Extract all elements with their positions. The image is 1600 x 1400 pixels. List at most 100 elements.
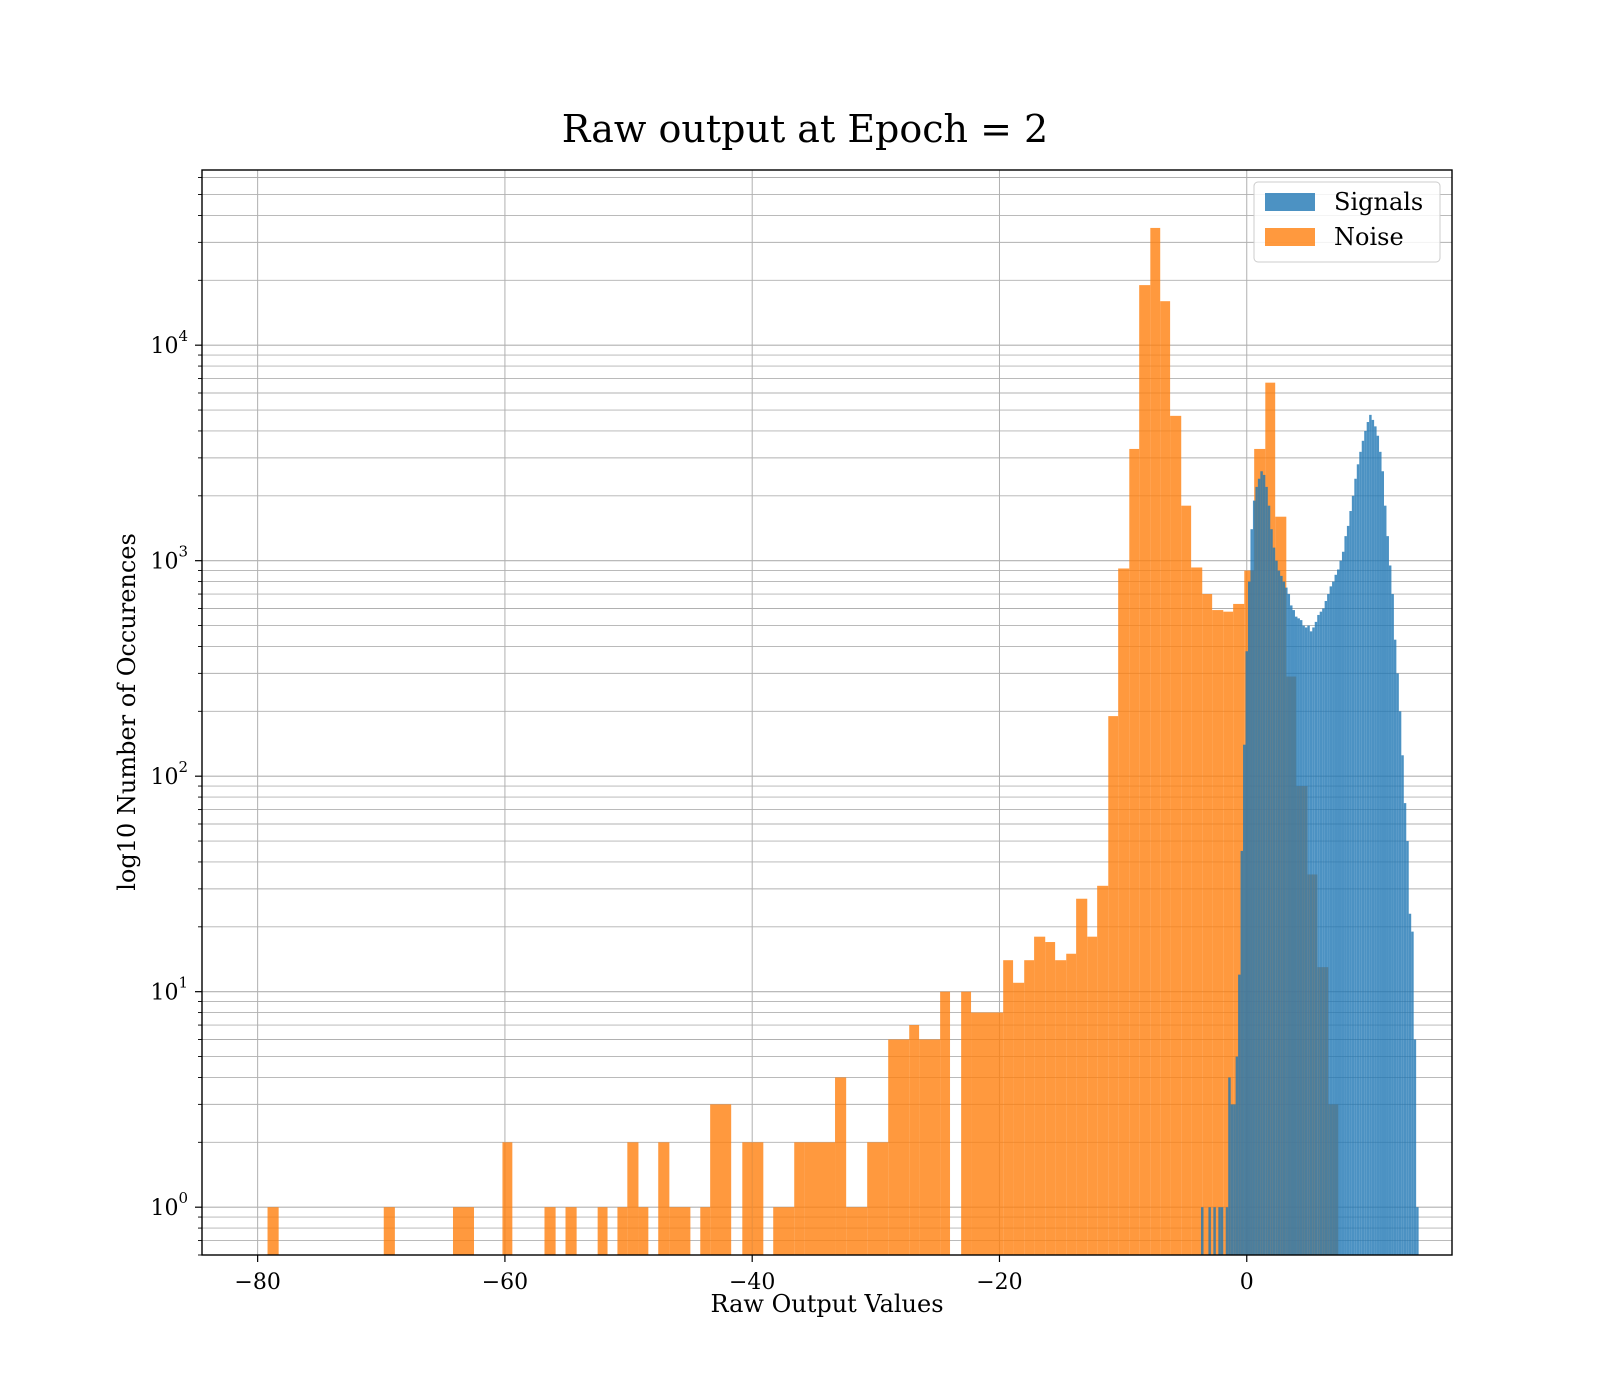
x-tick-label: −60 — [482, 1270, 528, 1295]
noise-bar — [1212, 610, 1224, 1255]
noise-bar — [1129, 448, 1140, 1256]
x-tick-label: −80 — [234, 1270, 280, 1295]
y-axis-ticks: 100 101 102 103 104 — [150, 177, 202, 1256]
noise-bar — [1233, 603, 1245, 1255]
signals-bar — [1369, 414, 1372, 1256]
noise-bar — [1003, 960, 1014, 1255]
noise-bar — [1024, 960, 1035, 1255]
signals-bar — [1201, 1207, 1204, 1255]
noise-bar — [502, 1142, 513, 1255]
noise-bar — [971, 1012, 1004, 1255]
signals-bar — [1324, 601, 1328, 1255]
signals-bar — [1245, 651, 1248, 1255]
signals-bar — [1270, 529, 1273, 1255]
signals-bar — [1416, 1207, 1419, 1255]
signals-bar — [1317, 614, 1320, 1255]
signals-bar — [1312, 627, 1315, 1255]
noise-bar — [627, 1142, 639, 1255]
signals-bar — [1302, 625, 1305, 1255]
signals-bar — [1401, 755, 1404, 1255]
signals-bar — [1322, 608, 1325, 1255]
signals-bar — [1257, 478, 1261, 1256]
legend-swatch-noise — [1265, 228, 1315, 246]
signals-bar — [1240, 850, 1244, 1255]
signals-bar — [1351, 495, 1355, 1256]
noise-bar — [669, 1207, 691, 1255]
noise-bar — [597, 1207, 608, 1255]
noise-bar — [1181, 505, 1192, 1255]
signals-bar — [1319, 611, 1323, 1255]
signals-bar — [1225, 1207, 1229, 1255]
y-tick-label: 102 — [150, 758, 188, 790]
y-tick-label: 101 — [150, 974, 188, 1006]
signals-bar — [1299, 620, 1303, 1255]
y-tick-label: 100 — [150, 1189, 188, 1221]
noise-bar — [700, 1207, 711, 1255]
signals-bar — [1287, 594, 1291, 1255]
noise-bar — [1034, 936, 1046, 1255]
signals-bar — [1297, 618, 1300, 1255]
noise-bar — [1108, 716, 1119, 1255]
noise-bar — [1160, 301, 1171, 1255]
legend: Signals Noise — [1253, 181, 1441, 263]
signals-bar — [1218, 1207, 1221, 1255]
noise-bar — [267, 1207, 279, 1255]
signals-bar — [1349, 511, 1352, 1256]
x-axis-ticks: −80 −60 −40 −20 0 — [234, 1255, 1254, 1295]
noise-bar — [1055, 960, 1067, 1255]
signals-bar — [1411, 931, 1414, 1255]
noise-bar — [565, 1207, 577, 1255]
noise-bar — [710, 1104, 732, 1255]
signals-bar — [1314, 621, 1318, 1255]
noise-bar — [638, 1207, 649, 1255]
signals-bar — [1391, 594, 1394, 1255]
noise-bar — [919, 1039, 941, 1255]
signals-bar — [1243, 744, 1246, 1255]
signals-bar — [1262, 474, 1266, 1256]
legend-label-noise: Noise — [1334, 223, 1404, 251]
signals-bar — [1252, 500, 1256, 1255]
signals-bar — [1366, 422, 1370, 1255]
signals-bar — [1285, 587, 1288, 1255]
noise-bar — [1118, 568, 1130, 1255]
signals-bar — [1364, 430, 1367, 1255]
noise-bar — [1045, 942, 1056, 1255]
signals-bar — [1307, 625, 1310, 1255]
noise-bar — [1066, 953, 1077, 1255]
signals-bar — [1275, 560, 1278, 1255]
signals-bar — [1292, 610, 1295, 1255]
signals-bar — [1403, 803, 1407, 1255]
signals-bar — [1272, 547, 1276, 1255]
y-tick-label: 103 — [150, 543, 188, 575]
signals-bar — [1344, 536, 1347, 1255]
signals-bar — [1329, 586, 1333, 1255]
signals-bar — [1233, 1104, 1236, 1255]
y-tick-label: 104 — [150, 327, 188, 359]
x-tick-label: 0 — [1240, 1270, 1254, 1295]
signals-bar — [1294, 616, 1298, 1255]
signals-bar — [1213, 1207, 1216, 1255]
signals-bar — [1250, 529, 1253, 1255]
signals-bar — [1220, 1207, 1224, 1255]
signals-bar — [1255, 486, 1258, 1255]
signals-bar — [1341, 551, 1345, 1255]
x-axis-label: Raw Output Values — [710, 1290, 943, 1318]
signals-bar — [1327, 594, 1330, 1255]
signals-bar — [1371, 419, 1375, 1255]
noise-bar — [658, 1142, 670, 1255]
signals-bar — [1280, 575, 1283, 1255]
noise-bar — [752, 1142, 764, 1255]
noise-bar — [383, 1207, 395, 1255]
signals-bar — [1304, 627, 1308, 1255]
legend-swatch-signals — [1265, 193, 1315, 211]
signals-bar — [1374, 426, 1377, 1256]
noise-bar — [1139, 285, 1151, 1255]
noise-bar — [846, 1207, 868, 1255]
noise-bar — [1076, 898, 1088, 1255]
signals-series-bars — [1201, 414, 1419, 1256]
noise-bar — [773, 1207, 795, 1255]
signals-bar — [1393, 639, 1397, 1255]
noise-bar — [544, 1207, 556, 1255]
signals-bar — [1379, 451, 1382, 1255]
signals-bar — [1359, 451, 1362, 1255]
